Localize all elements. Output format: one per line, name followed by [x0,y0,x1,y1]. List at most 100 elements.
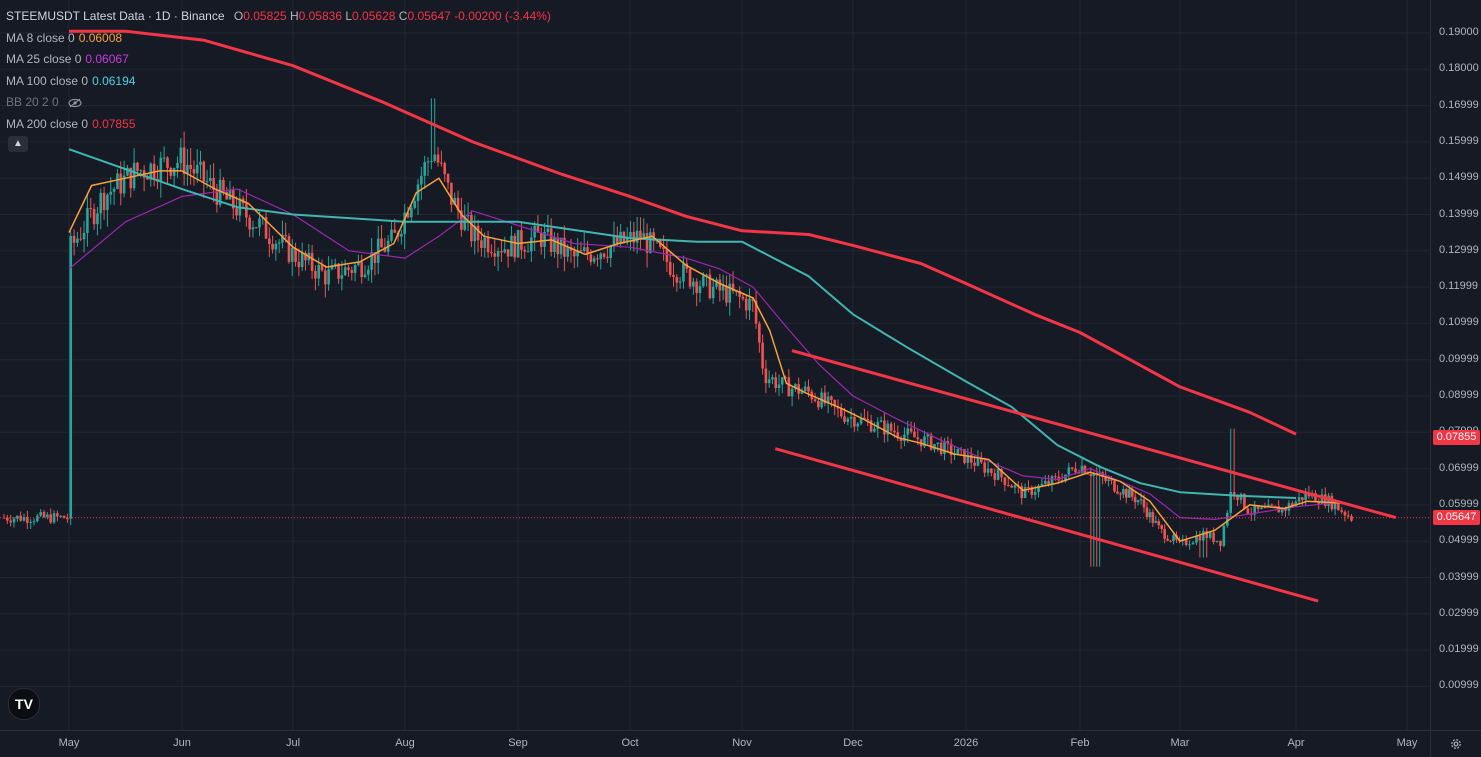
candlestick-chart[interactable] [0,0,1430,730]
candle-body [711,286,715,299]
candle-body [813,399,817,402]
candle-body [817,401,820,408]
indicator-bb[interactable]: BB 20 2 0 [6,92,551,114]
candle-body [767,379,771,384]
price-tick-label: 0.08999 [1439,389,1479,401]
indicator-value: 0.07855 [92,116,136,131]
candle-body [1047,480,1050,485]
price-tick-label: 0.15999 [1439,134,1479,147]
candle-body [1136,500,1140,503]
candle-body [413,200,416,208]
candle-body [990,468,993,474]
candle-body [926,434,930,437]
indicator-ma100[interactable]: MA 100 close 0 0.06194 [6,71,551,93]
indicator-value: 0.06008 [78,30,123,45]
candle-body [986,468,990,473]
candle-body [274,243,278,250]
candle-body [416,184,420,201]
candle-body [869,420,873,432]
candle-body [751,298,755,301]
candle-body [89,208,93,210]
candle-body [718,279,722,291]
candle-body [136,162,139,171]
candle-body [218,179,222,205]
candle-body [209,177,212,181]
time-axis[interactable]: May Jun Jul Aug Sep Oct Nov Dec 2026 Feb Mar Apr May [0,730,1430,757]
candle-body [929,434,933,450]
candle-body [36,515,39,522]
candle-body [96,213,99,225]
candle-body [1273,505,1277,507]
candle-body [741,296,745,299]
candle-body [1253,505,1256,515]
candle-body [202,161,206,182]
candle-body [42,512,46,518]
candle-body [12,518,16,523]
candle-body [899,438,903,442]
candle-body [1169,540,1172,542]
candle-body [1222,525,1226,546]
candle-body [803,386,807,391]
eye-crossed-icon[interactable] [68,98,82,108]
candle-body [909,428,913,432]
indicator-ma8[interactable]: MA 8 close 0 0.06008 [6,28,551,50]
candle-body [423,162,426,176]
candle-body [373,252,377,263]
candle-body [728,283,732,303]
candle-body [708,274,712,299]
chart-plot-area[interactable]: STEEMUSDT Latest Data · 1D · Binance O0.… [0,0,1430,730]
candle-body [235,208,238,216]
candle-body [126,167,129,176]
low-label: L [345,9,353,23]
candle-body [245,203,248,218]
tradingview-logo-icon[interactable]: TV [8,688,40,720]
candle-body [738,290,741,297]
candle-body [310,252,314,272]
candle-body [513,235,517,258]
candle-body [1343,511,1347,516]
indicator-ma25[interactable]: MA 25 close 0 0.06067 [6,49,551,71]
candle-body [1219,540,1222,546]
candle-body [701,275,705,287]
candle-body [1054,476,1057,478]
candle-body [486,237,490,253]
candle-body [553,237,556,252]
indicator-ma200[interactable]: MA 200 close 0 0.07855 [6,114,551,136]
candle-body [376,238,380,263]
candle-body [526,251,530,253]
candle-body [705,274,708,276]
candle-body [625,237,629,243]
candle-body [586,247,589,255]
ma25-line [68,188,1341,520]
candle-body [367,269,370,275]
candle-body [159,157,163,182]
candle-body [761,342,764,369]
gear-icon[interactable] [1449,737,1463,751]
candle-body [320,264,324,271]
candle-body [436,154,440,163]
candle-body [980,457,983,463]
candle-body [248,217,251,230]
indicator-label: MA 8 close 0 [6,30,75,45]
indicator-value: 0.06067 [85,52,129,66]
time-tick-label: Jul [285,737,301,749]
candle-body [889,423,893,431]
indicator-label: BB 20 2 0 [6,95,59,109]
candle-body [102,192,106,211]
candle-body [1145,507,1149,518]
candle-body [993,473,997,480]
price-tick-label: 0.06999 [1439,461,1479,474]
time-tick-label: 2026 [953,737,979,749]
candle-body [1340,510,1343,512]
candle-body [215,190,219,205]
symbol-title[interactable]: STEEMUSDT Latest Data · 1D · Binance [6,9,225,23]
chevron-up-icon[interactable]: ▲ [8,136,28,152]
candle-body [1127,489,1131,498]
price-tick-label: 0.03999 [1439,570,1479,583]
candle-body [616,235,619,244]
candle-body [1280,507,1284,513]
candle-body [1291,503,1294,506]
candle-body [973,462,976,466]
price-axis[interactable]: 0.19000 0.18000 0.16999 0.15999 0.14999 0.139… [1430,0,1481,730]
candle-body [271,243,274,250]
